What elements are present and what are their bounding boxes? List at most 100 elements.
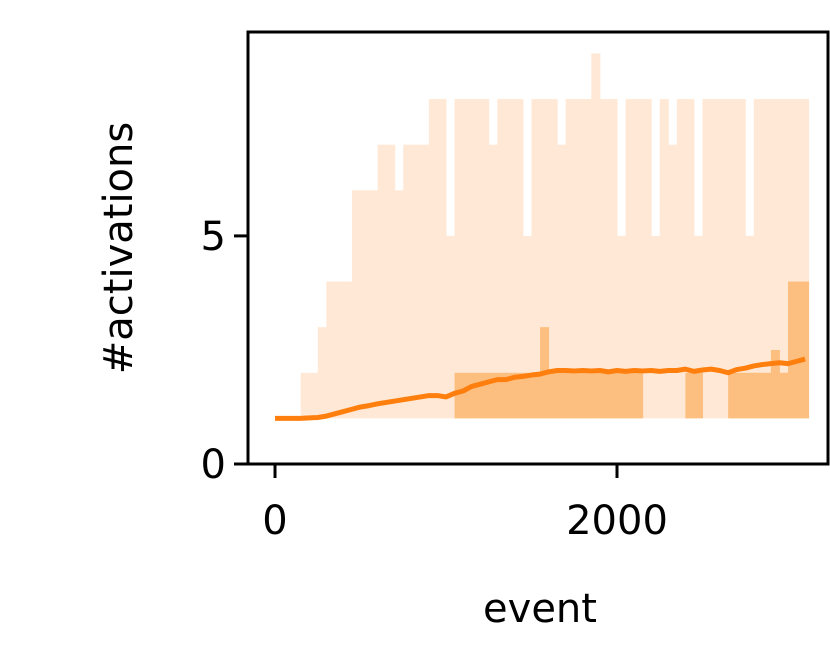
band-segment	[728, 99, 738, 419]
band-segment	[616, 372, 627, 419]
band-segment	[711, 99, 721, 419]
band-segment	[625, 372, 635, 419]
band-segment	[745, 235, 755, 419]
band-segment	[762, 99, 772, 419]
band-segment	[659, 99, 669, 419]
band-segment	[574, 99, 584, 419]
band-segment	[463, 99, 473, 419]
band-segment	[531, 99, 541, 419]
band-segment	[796, 281, 806, 419]
x-tick-label: 2000	[566, 498, 668, 544]
band-segment	[762, 372, 772, 419]
band-segment	[625, 99, 635, 419]
band-segment	[616, 235, 627, 419]
y-axis-label: #activations	[96, 122, 142, 374]
band-segment	[753, 99, 763, 419]
band-segment	[685, 372, 695, 419]
band-segment	[360, 190, 370, 419]
band-segment	[411, 144, 421, 419]
band-segment	[377, 144, 387, 419]
band-segment	[514, 99, 524, 419]
band-segment	[685, 99, 695, 419]
mean-line	[275, 356, 806, 421]
band-segment	[668, 144, 678, 419]
band-segment	[779, 372, 789, 419]
band-segment	[420, 144, 430, 419]
band-segment	[505, 372, 515, 419]
band-segment	[651, 235, 661, 419]
band-segment	[343, 281, 353, 419]
band-segment	[787, 281, 798, 419]
band-segment	[676, 99, 686, 419]
band-segment	[334, 281, 344, 419]
band-segment	[702, 99, 712, 419]
band-segment	[557, 144, 567, 419]
band-segment	[351, 190, 362, 419]
band-segment	[574, 372, 584, 419]
band-segment	[548, 372, 558, 419]
band-segment	[326, 281, 336, 419]
band-segment	[540, 99, 550, 419]
band-segment	[728, 372, 738, 419]
band-segment	[471, 372, 481, 419]
band-segment	[719, 99, 729, 419]
band-segment	[480, 372, 490, 419]
band-segment	[599, 99, 609, 419]
band-segment	[471, 99, 481, 419]
band-segment	[805, 99, 810, 419]
band-segment	[437, 99, 447, 419]
band-segment	[582, 372, 592, 419]
band-segment	[591, 372, 601, 419]
y-tick-label: 0	[201, 442, 226, 488]
band-segment	[369, 190, 379, 419]
band-segment	[505, 99, 515, 419]
band-segment	[488, 144, 498, 419]
x-tick-label: 0	[262, 498, 287, 544]
band-segment	[591, 53, 601, 419]
band-segment	[582, 99, 592, 419]
band-segment	[565, 99, 575, 419]
band-segment	[514, 372, 524, 419]
band-segment	[428, 99, 438, 419]
plot-frame	[246, 30, 830, 466]
band-segment	[522, 235, 533, 419]
band-segment	[548, 99, 558, 419]
band-segment	[300, 372, 310, 419]
band-segment	[736, 99, 746, 419]
band-segment	[557, 372, 567, 419]
band-segment	[608, 372, 618, 419]
band-segment	[770, 99, 780, 419]
band-segment	[497, 372, 507, 419]
band-segment	[309, 372, 319, 419]
band-segment	[599, 372, 609, 419]
band-segment	[770, 349, 780, 419]
band-segment	[454, 99, 464, 419]
band-segment	[488, 372, 498, 419]
band-segment	[787, 99, 798, 419]
band-segment	[480, 99, 490, 419]
y-tick-label: 5	[201, 214, 226, 260]
band-segment	[531, 372, 541, 419]
band-segment	[394, 190, 404, 419]
band-segment	[693, 235, 703, 419]
band-segment	[779, 99, 789, 419]
band-segment	[634, 99, 644, 419]
band-segment	[463, 372, 473, 419]
band-segment	[386, 144, 396, 419]
band-segment	[497, 99, 507, 419]
band-segment	[642, 99, 652, 419]
band-segment	[634, 372, 644, 419]
band-segment	[753, 372, 763, 419]
band-segment	[608, 99, 618, 419]
band-segment	[745, 372, 755, 419]
band-segment	[454, 372, 464, 419]
band-segment	[805, 281, 810, 419]
band-segment	[736, 372, 746, 419]
band-segment	[693, 372, 703, 419]
x-axis-label: event	[483, 586, 597, 632]
band-segment	[522, 372, 533, 419]
band-segment	[403, 144, 413, 419]
band-segment	[317, 327, 327, 419]
